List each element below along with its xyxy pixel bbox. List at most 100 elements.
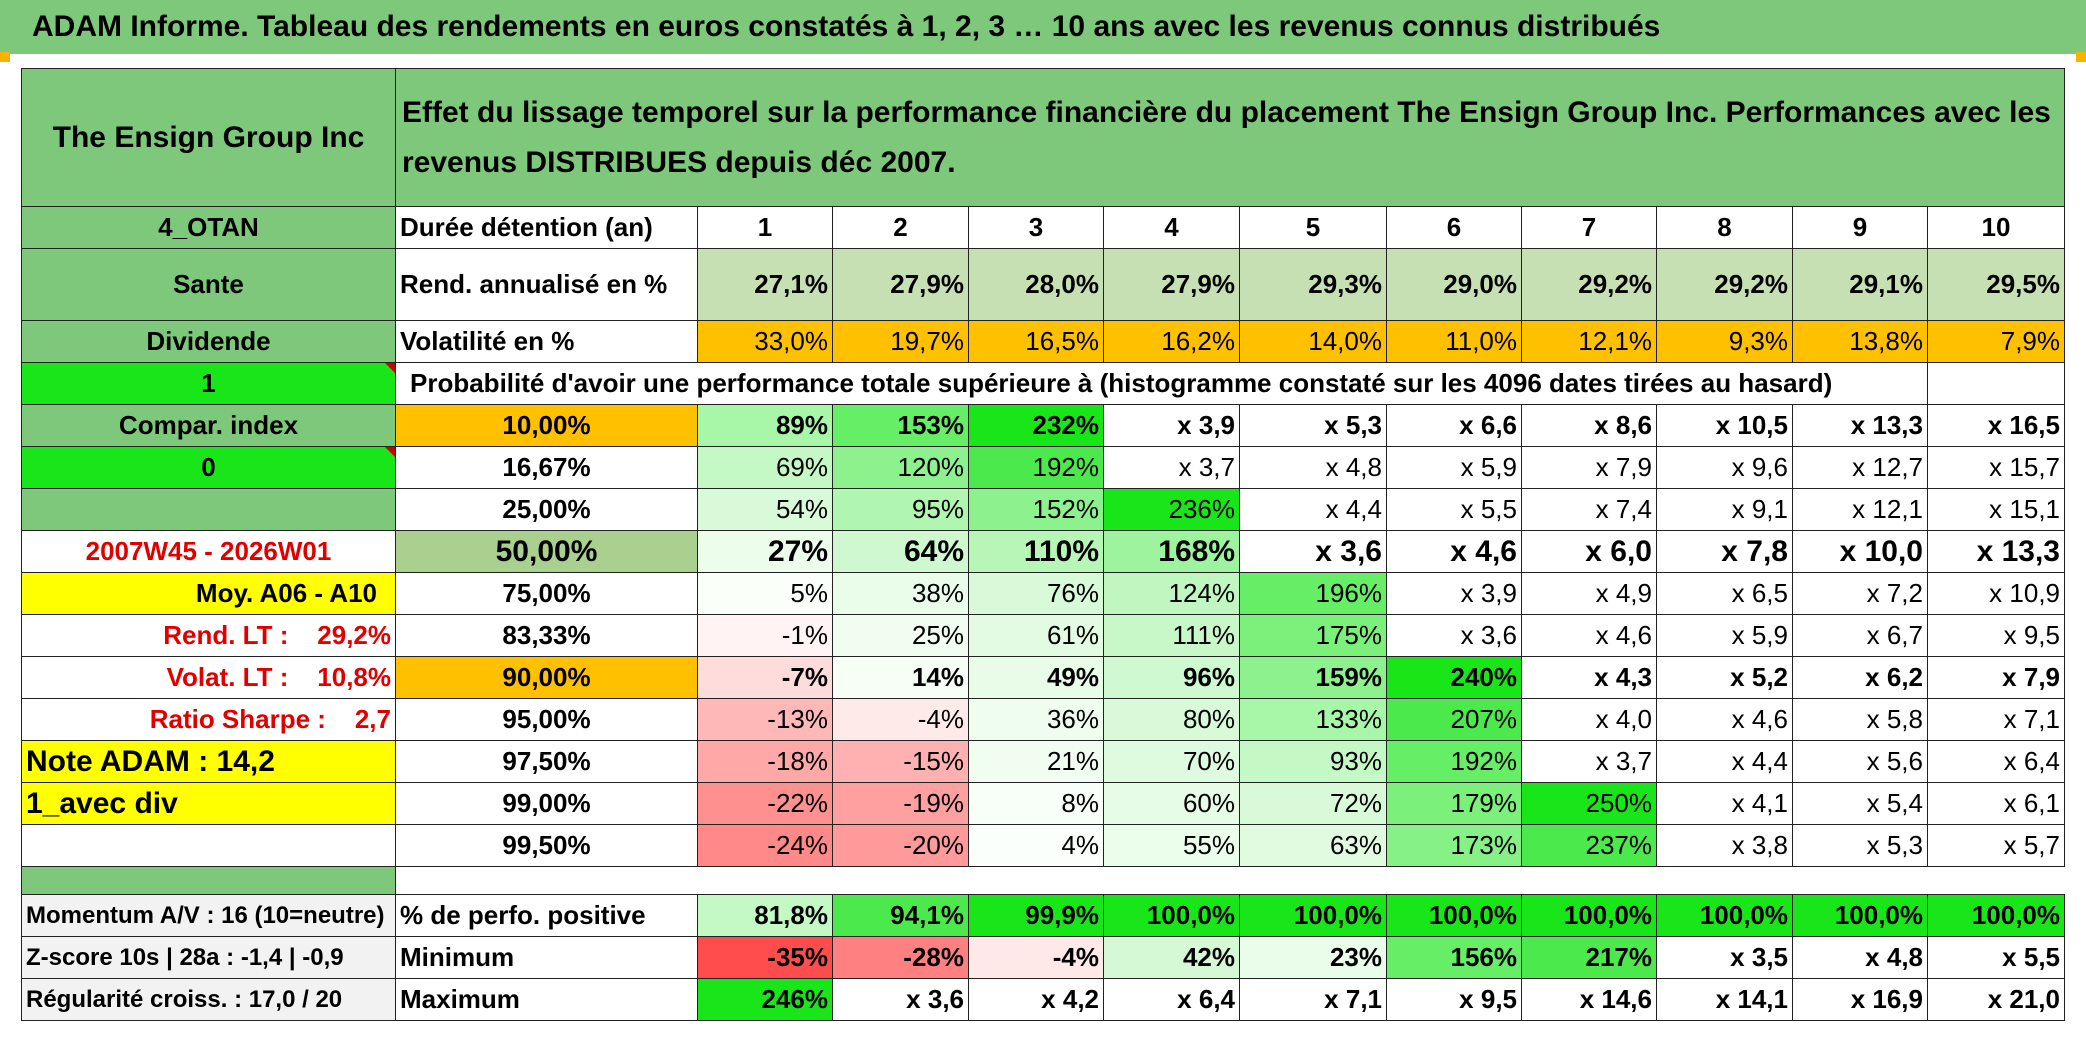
quantile-cell: 64%	[832, 530, 969, 573]
stat-cell: 156%	[1386, 936, 1522, 979]
quantile-cell: 4%	[968, 824, 1104, 867]
period-label: 2007W45 - 2026W01	[21, 530, 396, 573]
quantile-threshold: 75,00%	[395, 572, 698, 615]
quantile-cell: x 4,6	[1521, 614, 1657, 657]
quantile-cell: 237%	[1521, 824, 1657, 867]
quantile-cell: x 4,9	[1521, 572, 1657, 615]
quantile-cell: x 5,3	[1792, 824, 1928, 867]
stat-cell: x 16,9	[1792, 978, 1928, 1021]
selector-one-cell[interactable]: 1	[21, 362, 396, 405]
stat-cell: x 4,2	[968, 978, 1104, 1021]
stat-cell: x 3,5	[1656, 936, 1793, 979]
quantile-cell: x 4,3	[1521, 656, 1657, 699]
quantile-cell: x 5,4	[1792, 782, 1928, 825]
quantile-cell: x 7,2	[1792, 572, 1928, 615]
quantile-cell: x 6,6	[1386, 404, 1522, 447]
quantile-cell: x 16,5	[1927, 404, 2065, 447]
quantile-cell: -18%	[697, 740, 833, 783]
stat-cell: 23%	[1239, 936, 1387, 979]
compar-index-label: Compar. index	[21, 404, 396, 447]
stat-cell: 100,0%	[1792, 894, 1928, 937]
corner-mark-left	[0, 52, 10, 62]
volat-lt-label: Volat. LT : 10,8%	[21, 656, 396, 699]
quantile-cell: x 6,7	[1792, 614, 1928, 657]
quantile-cell: 89%	[697, 404, 833, 447]
quantile-cell: x 10,9	[1927, 572, 2065, 615]
quantile-threshold: 83,33%	[395, 614, 698, 657]
quantile-cell: x 8,6	[1521, 404, 1657, 447]
quantile-cell: x 13,3	[1927, 530, 2065, 573]
quantile-cell: 192%	[968, 446, 1104, 489]
quantile-cell: -24%	[697, 824, 833, 867]
quantile-cell: x 5,5	[1386, 488, 1522, 531]
stat-cell: 99,9%	[968, 894, 1104, 937]
rend-cell: 29,3%	[1239, 248, 1387, 321]
stat-cell: x 4,8	[1792, 936, 1928, 979]
quantile-cell: -20%	[832, 824, 969, 867]
rend-lt-label: Rend. LT : 29,2%	[21, 614, 396, 657]
quantile-cell: 49%	[968, 656, 1104, 699]
quantile-cell: x 9,6	[1656, 446, 1793, 489]
quantile-cell: 63%	[1239, 824, 1387, 867]
quantile-cell: x 6,2	[1792, 656, 1928, 699]
empty-label-cell	[21, 824, 396, 867]
year-header: 1	[697, 206, 833, 249]
stat-cell: 246%	[697, 978, 833, 1021]
quantile-cell: -13%	[697, 698, 833, 741]
rend-cell: 29,2%	[1521, 248, 1657, 321]
empty-label-cell	[21, 488, 396, 531]
stat-cell: x 5,5	[1927, 936, 2065, 979]
quantile-cell: -1%	[697, 614, 833, 657]
company-name: The Ensign Group Inc	[21, 68, 396, 207]
selector-zero-cell[interactable]: 0	[21, 446, 396, 489]
report-title: ADAM Informe. Tableau des rendements en …	[0, 0, 2086, 54]
quantile-cell: x 7,9	[1927, 656, 2065, 699]
year-header: 4	[1103, 206, 1240, 249]
quantile-cell: 179%	[1386, 782, 1522, 825]
quantile-cell: x 3,7	[1521, 740, 1657, 783]
quantile-cell: x 7,4	[1521, 488, 1657, 531]
quantile-cell: x 10,5	[1656, 404, 1793, 447]
vol-cell: 9,3%	[1656, 320, 1793, 363]
year-header: 10	[1927, 206, 2065, 249]
quantile-cell: x 4,6	[1656, 698, 1793, 741]
quantile-cell: x 4,4	[1239, 488, 1387, 531]
quantile-cell: x 9,5	[1927, 614, 2065, 657]
quantile-threshold: 97,50%	[395, 740, 698, 783]
code-label: 4_OTAN	[21, 206, 396, 249]
quantile-cell: 153%	[832, 404, 969, 447]
quantile-cell: 38%	[832, 572, 969, 615]
quantile-cell: x 4,0	[1521, 698, 1657, 741]
quantile-cell: 25%	[832, 614, 969, 657]
quantile-cell: x 13,3	[1792, 404, 1928, 447]
stat-cell: 42%	[1103, 936, 1240, 979]
quantile-cell: 95%	[832, 488, 969, 531]
quantile-cell: x 15,1	[1927, 488, 2065, 531]
quantile-cell: 69%	[697, 446, 833, 489]
quantile-threshold: 10,00%	[395, 404, 698, 447]
quantile-cell: x 6,0	[1521, 530, 1657, 573]
quantile-threshold: 90,00%	[395, 656, 698, 699]
quantile-cell: x 5,3	[1239, 404, 1387, 447]
probability-label: Probabilité d'avoir une performance tota…	[395, 362, 1928, 405]
year-header: 3	[968, 206, 1104, 249]
quantile-threshold: 25,00%	[395, 488, 698, 531]
year-header: 8	[1656, 206, 1793, 249]
quantile-cell: 168%	[1103, 530, 1240, 573]
dividend-label: Dividende	[21, 320, 396, 363]
zscore-label: Z-score 10s | 28a : -1,4 | -0,9	[21, 936, 396, 979]
stat-label: Maximum	[395, 978, 698, 1021]
rend-cell: 28,0%	[968, 248, 1104, 321]
stat-cell: 100,0%	[1103, 894, 1240, 937]
quantile-cell: 5%	[697, 572, 833, 615]
quantile-cell: 36%	[968, 698, 1104, 741]
quantile-cell: 27%	[697, 530, 833, 573]
rend-cell: 27,9%	[832, 248, 969, 321]
quantile-cell: x 4,8	[1239, 446, 1387, 489]
rend-cell: 27,1%	[697, 248, 833, 321]
quantile-cell: 54%	[697, 488, 833, 531]
quantile-cell: 8%	[968, 782, 1104, 825]
quantile-cell: -19%	[832, 782, 969, 825]
vol-cell: 7,9%	[1927, 320, 2065, 363]
quantile-cell: 120%	[832, 446, 969, 489]
